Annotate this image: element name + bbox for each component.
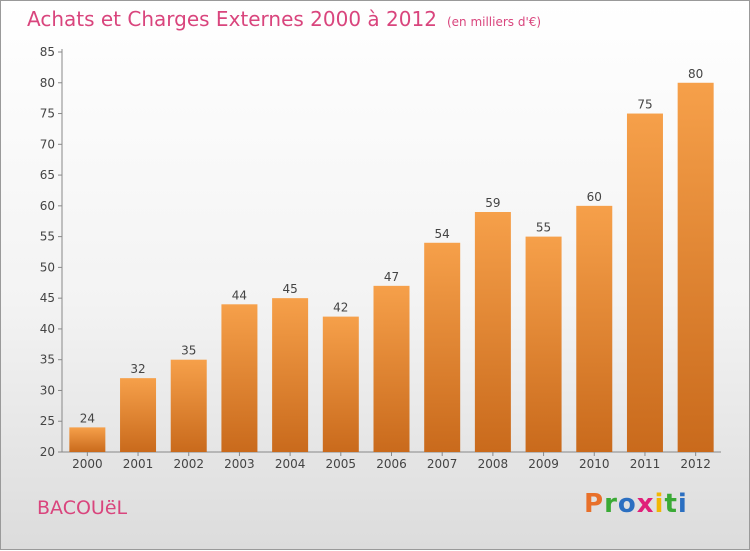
y-tick-label: 80 (40, 76, 55, 90)
y-tick-label: 40 (40, 322, 55, 336)
logo-letter: o (617, 489, 637, 519)
proxiti-logo: Proxiti (584, 489, 688, 519)
x-tick-label: 2001 (123, 457, 154, 471)
logo-letter: x (636, 489, 655, 519)
y-tick-label: 60 (40, 199, 55, 213)
logo-letter: r (604, 489, 618, 519)
y-tick-label: 30 (40, 383, 55, 397)
y-tick-label: 20 (40, 445, 55, 459)
bar-value-label: 60 (587, 190, 602, 204)
bar (221, 304, 258, 452)
y-tick-label: 65 (40, 168, 55, 182)
x-tick-label: 2005 (326, 457, 357, 471)
logo-letter: P (584, 489, 605, 519)
bar-value-label: 24 (80, 411, 95, 425)
chart-title-text: Achats et Charges Externes 2000 à 2012 (27, 7, 437, 31)
bar-value-label: 59 (485, 196, 500, 210)
bar (272, 298, 309, 452)
y-tick-label: 45 (40, 291, 55, 305)
x-tick-label: 2008 (478, 457, 509, 471)
bar-value-label: 44 (232, 288, 247, 302)
commune-name: BACOUëL (37, 497, 128, 519)
x-tick-label: 2004 (275, 457, 306, 471)
chart-unit: (en milliers d'€) (446, 15, 542, 29)
bar-value-label: 75 (637, 98, 652, 112)
x-tick-label: 2000 (72, 457, 103, 471)
y-tick-label: 85 (40, 45, 55, 59)
bar (322, 316, 359, 452)
bar (626, 113, 663, 453)
x-tick-label: 2006 (376, 457, 407, 471)
bar (525, 236, 562, 452)
bar (170, 359, 207, 452)
bar-value-label: 47 (384, 270, 399, 284)
bar (120, 378, 157, 452)
bar (69, 427, 106, 452)
bar-value-label: 45 (282, 282, 297, 296)
bar (424, 242, 461, 452)
bar-value-label: 54 (435, 227, 450, 241)
x-tick-label: 2003 (224, 457, 255, 471)
bar-value-label: 42 (333, 301, 348, 315)
bar-value-label: 55 (536, 221, 551, 235)
bar (474, 212, 511, 452)
y-tick-label: 25 (40, 414, 55, 428)
y-tick-label: 35 (40, 353, 55, 367)
x-tick-label: 2002 (173, 457, 204, 471)
y-tick-label: 75 (40, 107, 55, 121)
y-tick-label: 55 (40, 230, 55, 244)
logo-letter: i (654, 489, 665, 519)
chart-title: Achats et Charges Externes 2000 à 2012 (e… (27, 7, 541, 31)
y-tick-label: 70 (40, 137, 55, 151)
bar (677, 82, 714, 453)
y-tick-label: 50 (40, 260, 55, 274)
bar-value-label: 35 (181, 344, 196, 358)
logo-letter: i (677, 489, 688, 519)
x-tick-label: 2012 (680, 457, 711, 471)
logo-letter: t (664, 489, 678, 519)
x-tick-label: 2010 (579, 457, 610, 471)
bar-value-label: 80 (688, 67, 703, 81)
x-tick-label: 2011 (630, 457, 661, 471)
bar (576, 205, 613, 452)
x-tick-label: 2009 (528, 457, 559, 471)
bar-value-label: 32 (130, 362, 145, 376)
x-tick-label: 2007 (427, 457, 458, 471)
bar (373, 285, 410, 452)
